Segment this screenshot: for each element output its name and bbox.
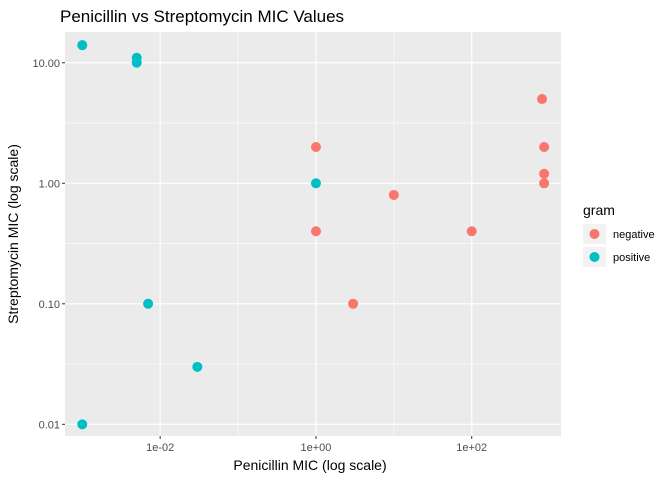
data-point-positive [77,40,88,51]
legend-key-negative [589,229,600,239]
data-point-positive [310,178,321,189]
minor-gridlines [65,32,561,436]
data-point-negative [539,178,550,189]
legend-title: gram [583,202,615,218]
x-tick-label: 1e+02 [456,442,487,454]
chart-title: Penicillin vs Streptomycin MIC Values [60,7,344,26]
data-point-negative [388,189,399,200]
legend: gram negative positive [583,202,655,267]
data-point-positive [192,361,203,372]
y-tick-label: 10.00 [32,58,60,70]
y-tick-label: 0.01 [39,419,60,431]
legend-key-positive [589,252,600,262]
data-point-negative [310,142,321,153]
y-axis-title: Streptomycin MIC (log scale) [5,144,21,324]
legend-label-positive: positive [613,252,650,264]
data-point-negative [539,142,550,153]
data-point-negative [466,226,477,237]
x-axis-title: Penicillin MIC (log scale) [233,457,386,473]
y-tick-label: 1.00 [39,178,60,190]
data-points [77,40,550,430]
x-tick-label: 1e-02 [146,442,174,454]
data-point-positive [143,298,154,309]
data-point-negative [537,94,548,105]
legend-label-negative: negative [613,229,655,241]
y-axis: 0.01 0.10 1.00 10.00 [32,58,65,431]
x-tick-label: 1e+00 [300,442,331,454]
data-point-negative [348,298,359,309]
data-point-negative [539,168,550,179]
data-point-positive [131,57,142,68]
y-tick-label: 0.10 [39,299,60,311]
data-point-negative [310,226,321,237]
data-point-positive [77,419,88,430]
x-axis: 1e-02 1e+00 1e+02 [146,436,487,454]
